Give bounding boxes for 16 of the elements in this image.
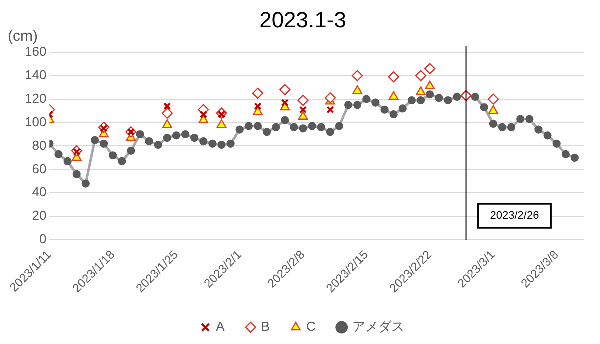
legend-label: A [216,319,226,334]
y-tick-label: 0 [39,232,47,247]
y-tick-label: 80 [32,138,47,153]
y-tick-label: 120 [24,90,47,106]
y-tick-label: 100 [24,114,47,130]
y-axis-title: (cm) [8,28,38,46]
chart-title: 2023.1-3 [260,7,346,32]
y-tick-label: 160 [24,44,47,59]
y-tick-label: 20 [32,208,47,224]
legend-label: B [261,319,270,334]
y-tick-label: 140 [24,67,47,82]
y-tick-label: 60 [32,161,47,176]
y-tick-label: 40 [32,184,47,200]
legend-label: アメダス [352,319,404,334]
legend-label: C [306,319,316,334]
ref-line-label: 2023/2/26 [490,210,540,222]
